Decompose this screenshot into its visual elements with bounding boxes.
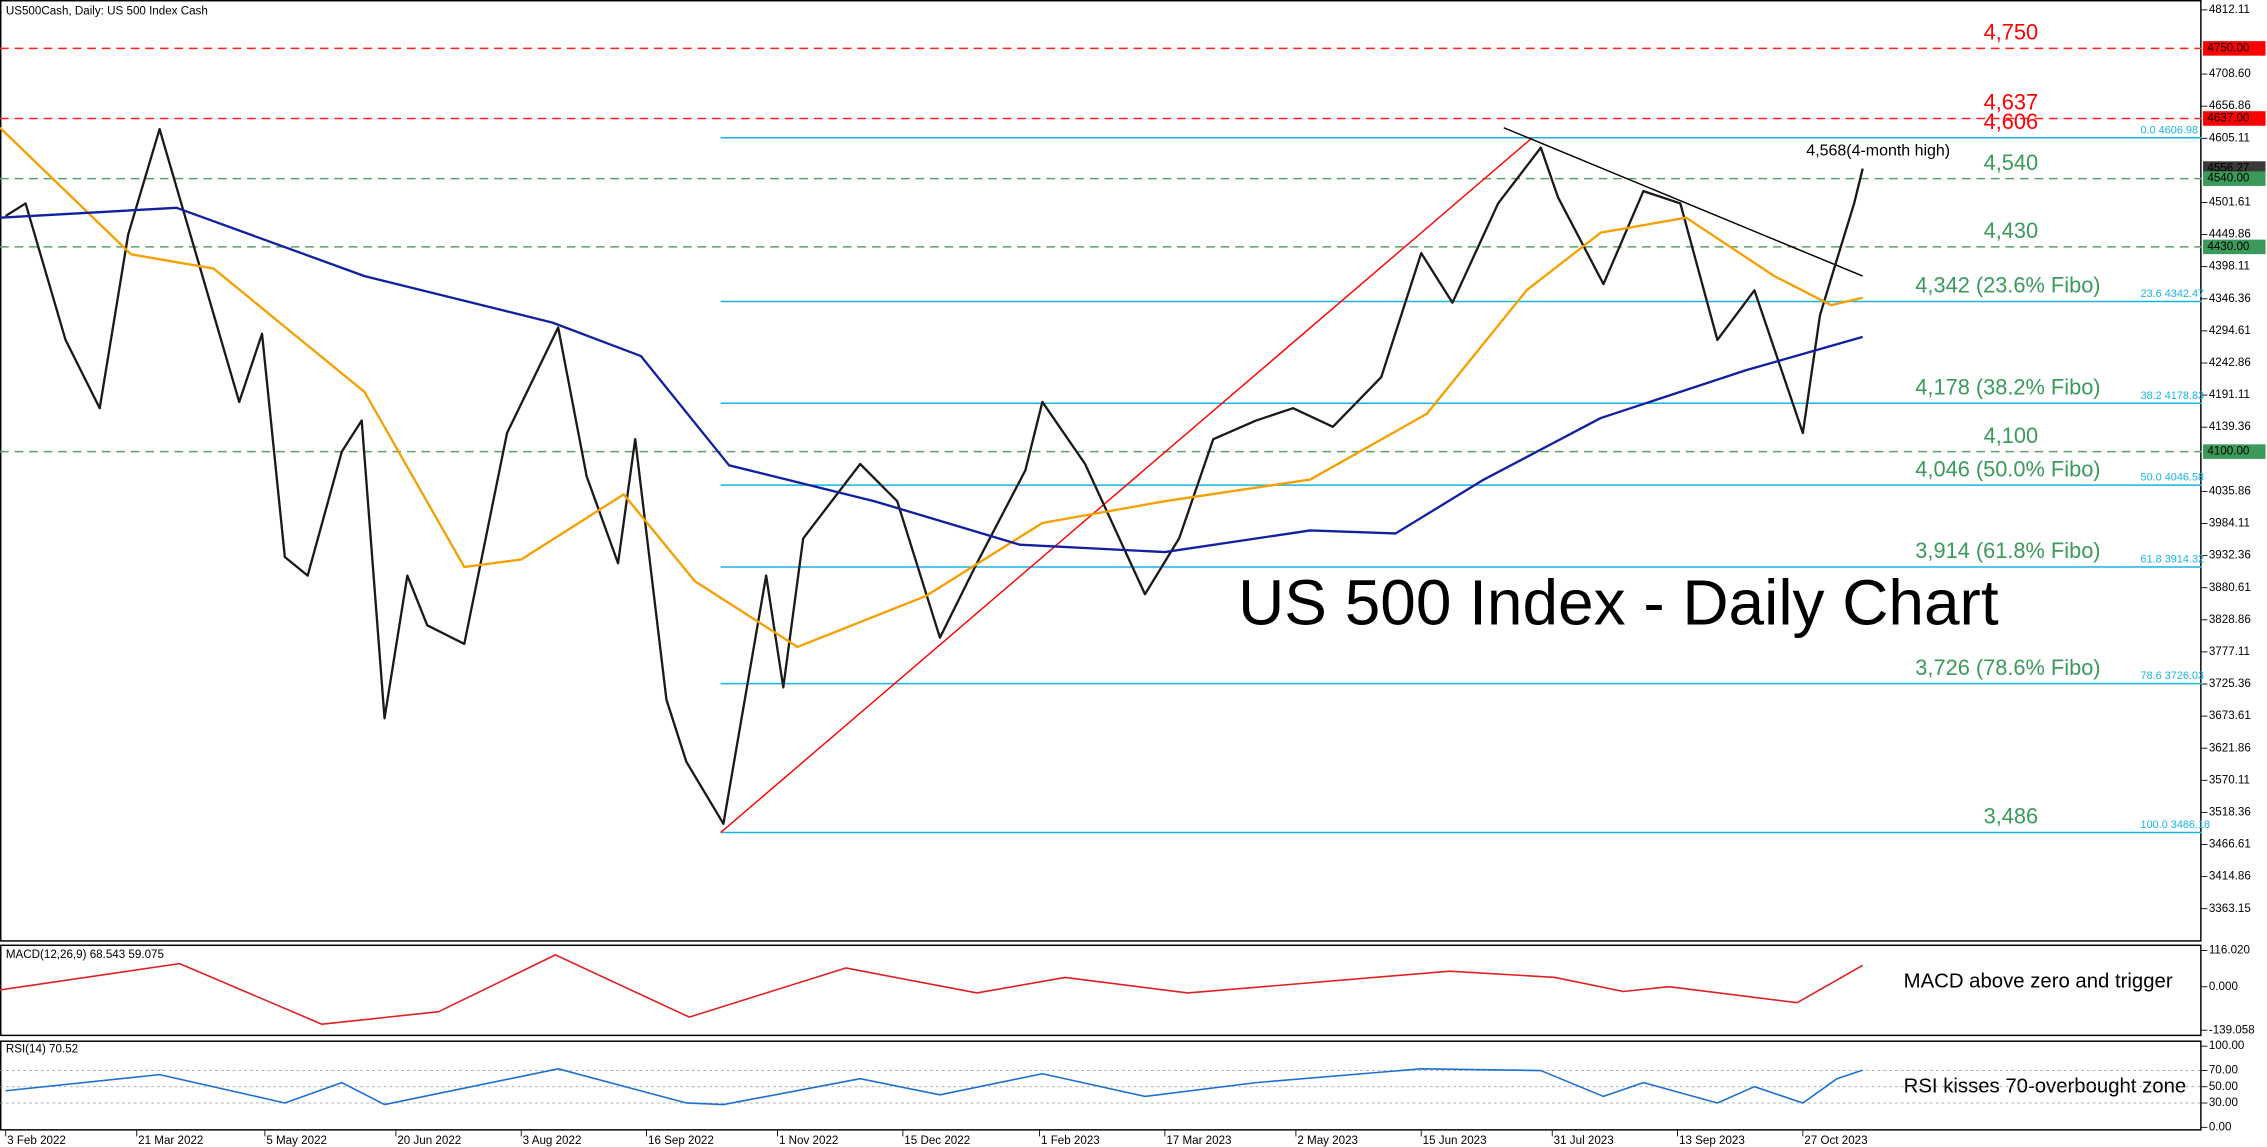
y-tick-label: 4294.61 (2209, 324, 2251, 337)
level-label: 4,100 (1984, 423, 2039, 448)
symbol-label: US500Cash, Daily: US 500 Index Cash (6, 5, 208, 18)
price-tag (2203, 444, 2266, 459)
y-tick-label: 4501.61 (2209, 196, 2251, 209)
y-tick-label: 3725.36 (2209, 677, 2251, 690)
x-tick-label: 21 Mar 2022 (138, 1134, 203, 1147)
y-tick-label: 0.00 (2209, 1120, 2232, 1133)
level-label: 4,606 (1984, 109, 2039, 134)
main-pane (0, 0, 2202, 942)
macd-pane (0, 944, 2202, 1037)
x-tick-label: 2 May 2023 (1297, 1134, 1358, 1147)
y-tick-label: 3466.61 (2209, 838, 2251, 851)
x-tick-label: 27 Oct 2023 (1804, 1134, 1867, 1147)
price-line (0, 954, 1864, 1026)
y-tick-label: 4656.86 (2209, 99, 2251, 112)
y-tick-label: 4035.86 (2209, 484, 2251, 497)
y-tick-label: 3932.36 (2209, 549, 2251, 562)
price-tag-label: 4750.00 (2207, 41, 2249, 54)
x-tick-label: 15 Jun 2023 (1423, 1134, 1487, 1147)
x-tick-label: 1 Nov 2022 (779, 1134, 838, 1147)
x-tick-label: 16 Sep 2022 (648, 1134, 714, 1147)
fibo-label: 38.2 4178.83 (2141, 390, 2204, 402)
level-label: 4,637 (1984, 90, 2039, 115)
level-label: 4,430 (1984, 218, 2039, 243)
y-tick-label: 116.020 (2209, 944, 2250, 957)
trend-line (1503, 127, 1863, 277)
y-tick-label: 3984.11 (2209, 517, 2250, 530)
price-tag-label: 4637.00 (2207, 112, 2249, 125)
fibo-label: 61.8 3914.32 (2141, 554, 2204, 566)
price-line (5, 1068, 1863, 1106)
fibo-label: 0.0 4606.98 (2141, 124, 2198, 136)
x-tick-label: 3 Feb 2022 (7, 1134, 66, 1147)
y-tick-label: 3828.86 (2209, 613, 2251, 626)
y-tick-label: 3777.11 (2209, 645, 2250, 658)
fibo-label: 50.0 4046.58 (2141, 472, 2204, 484)
y-tick-label: 70.00 (2209, 1064, 2238, 1077)
price-tag-label: 4540.00 (2207, 172, 2249, 185)
y-tick-label: 4708.60 (2209, 67, 2251, 80)
y-tick-label: 3673.61 (2209, 709, 2251, 722)
y-tick-label: -139.058 (2209, 1023, 2255, 1036)
trend-line (720, 137, 1533, 834)
x-tick-label: 13 Sep 2023 (1679, 1134, 1745, 1147)
fibo-label: 100.0 3486.18 (2141, 819, 2211, 831)
fibo-label: 78.6 3726.03 (2141, 670, 2204, 682)
price-tag (2203, 41, 2266, 56)
y-tick-label: 3880.61 (2209, 581, 2251, 594)
x-tick-label: 1 Feb 2023 (1041, 1134, 1100, 1147)
level-label: 3,914 (61.8% Fibo) (1915, 538, 2100, 563)
high-annotation: 4,568(4-month high) (1806, 142, 1950, 159)
x-tick-label: 17 Mar 2023 (1166, 1134, 1231, 1147)
x-tick-label: 20 Jun 2022 (397, 1134, 461, 1147)
x-tick-label: 31 Jul 2023 (1554, 1134, 1614, 1147)
y-tick-label: 3570.11 (2209, 773, 2250, 786)
y-tick-label: 0.000 (2209, 980, 2238, 993)
level-label: 4,540 (1984, 150, 2039, 175)
price-tag-label: 4556.27 (2207, 162, 2249, 175)
rsi-pane (0, 1040, 2202, 1131)
y-tick-label: 50.00 (2209, 1080, 2238, 1093)
level-label: 4,750 (1984, 20, 2039, 45)
x-tick-label: 3 Aug 2022 (523, 1134, 582, 1147)
price-tag-label: 4100.00 (2207, 445, 2249, 458)
price-tag (2203, 239, 2266, 255)
y-tick-label: 3518.36 (2209, 805, 2251, 818)
y-tick-label: 4812.11 (2209, 3, 2250, 16)
y-tick-label: 3363.15 (2209, 902, 2251, 915)
y-tick-label: 4398.11 (2209, 260, 2250, 273)
y-tick-label: 4449.86 (2209, 228, 2251, 241)
price-line (0, 126, 1863, 649)
fibo-label: 23.6 4342.47 (2141, 288, 2204, 300)
price-line (0, 206, 1864, 554)
y-tick-label: 4605.11 (2209, 131, 2250, 144)
price-tag-label: 4430.00 (2207, 240, 2249, 253)
y-tick-label: 4191.11 (2209, 388, 2250, 401)
y-tick-label: 4242.86 (2209, 356, 2251, 369)
y-tick-label: 3621.86 (2209, 741, 2251, 754)
y-tick-label: 100.00 (2209, 1039, 2245, 1052)
level-label: 3,726 (78.6% Fibo) (1915, 655, 2100, 680)
level-label: 4,342 (23.6% Fibo) (1915, 273, 2100, 298)
price-line (5, 127, 1864, 825)
macd-annotation: MACD above zero and trigger (1904, 971, 2173, 993)
level-label: 4,046 (50.0% Fibo) (1915, 456, 2100, 481)
x-tick-label: 15 Dec 2022 (904, 1134, 970, 1147)
rsi-annotation: RSI kisses 70-overbought zone (1904, 1075, 2187, 1097)
level-label: 3,486 (1984, 804, 2039, 829)
price-tag (2203, 171, 2266, 186)
y-tick-label: 30.00 (2209, 1096, 2238, 1109)
rsi-label: RSI(14) 70.52 (6, 1042, 78, 1055)
y-tick-label: 3414.86 (2209, 870, 2251, 883)
macd-label: MACD(12,26,9) 68.543 59.075 (6, 948, 164, 961)
chart-title: US 500 Index - Daily Chart (1238, 566, 1999, 638)
y-tick-label: 4139.36 (2209, 420, 2251, 433)
x-tick-label: 5 May 2022 (266, 1134, 327, 1147)
y-tick-label: 4346.36 (2209, 292, 2251, 305)
price-tag (2203, 111, 2266, 126)
level-label: 4,178 (38.2% Fibo) (1915, 374, 2100, 399)
